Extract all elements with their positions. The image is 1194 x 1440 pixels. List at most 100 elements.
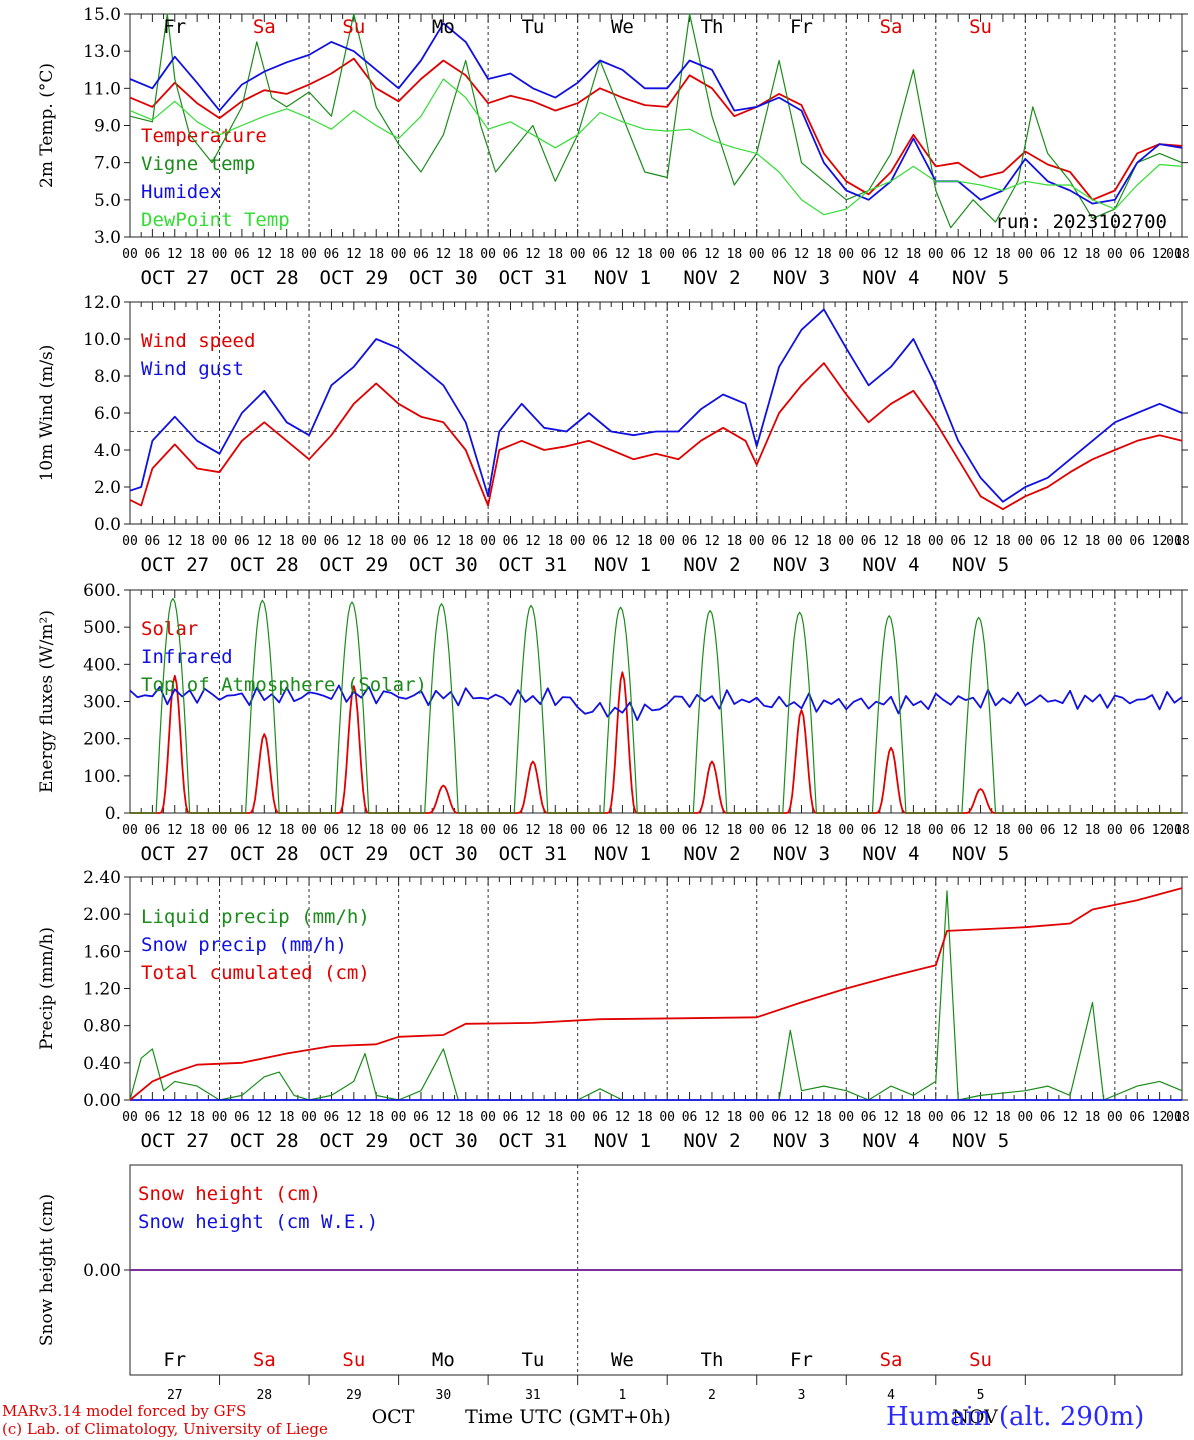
weekday-label: Tu [521,1349,544,1371]
date-label: NOV 3 [773,554,830,576]
hour-tick-label: 00 [928,534,944,549]
y-tick-label: 10.0 [83,330,121,350]
hour-tick-label: 12 [1062,1110,1078,1125]
hour-tick-label: 12 [256,823,272,838]
hour-tick-label: 06 [682,823,698,838]
hour-tick-label: 18 [279,247,295,262]
hour-tick-label: 18 [1085,823,1101,838]
date-label: OCT 29 [320,1130,389,1152]
hour-tick-label: 18 [727,534,743,549]
plot-frame [129,589,1183,814]
hour-tick-label: 00 [122,534,138,549]
day-number-label: 1 [619,1388,627,1403]
hour-tick-label: 18 [816,1110,832,1125]
hour-tick-label: 06 [145,1110,161,1125]
date-label: OCT 29 [320,267,389,289]
hour-tick-label: 00 [212,1110,228,1125]
hour-tick-label: 00 [659,823,675,838]
hour-tick-label: 12 [704,1110,720,1125]
hour-tick-label: 00 [1107,1110,1123,1125]
y-tick-label: 0.0 [94,515,121,535]
date-label: NOV 2 [683,843,740,865]
weekday-label: Tu [521,16,544,38]
date-label: NOV 5 [952,1130,1009,1152]
series-line-vigne-temp [129,13,1183,229]
hour-tick-label: 00 [391,247,407,262]
hour-tick-label: 00 [570,534,586,549]
hour-tick-label: 12 [436,247,452,262]
date-label: OCT 31 [499,554,568,576]
hour-tick-label: 18 [637,823,653,838]
hour-tick-label: 18 [637,1110,653,1125]
weekday-label: Th [701,1349,724,1371]
weekday-label: Su [969,1349,992,1371]
day-number-label: 29 [346,1388,362,1403]
hour-tick-label: 12 [525,823,541,838]
hour-tick-label: 06 [234,823,250,838]
hour-tick-label: 18 [995,247,1011,262]
hour-tick-label: 18 [547,247,563,262]
date-label: OCT 31 [499,267,568,289]
hour-tick-label: 00 [928,823,944,838]
hour-tick-label: 00 [749,1110,765,1125]
y-tick-label: 2.0 [94,478,121,498]
hour-tick-label: 00 [1017,534,1033,549]
hour-tick-label: 12 [167,247,183,262]
hour-tick-label: 12 [256,247,272,262]
hour-tick-label: 12 [346,534,362,549]
hour-tick-label: 06 [1040,247,1056,262]
hour-tick-label: 12 [436,823,452,838]
hour-tick-label: 12 [704,534,720,549]
series-line-total-cumulated-cm- [129,887,1183,1101]
hour-tick-label: 12 [1152,247,1168,262]
panel-2: 10m Wind (m/s) 0.0 2.0 4.0 6.0 8.0 10.0 12.0 00 0… [37,293,1190,576]
y-tick-label: 3.0 [94,228,121,248]
panel-4: Precip (mm/h) 0.00 0.40 0.80 1.20 1.60 2.00 2.4… [37,868,1190,1152]
y-tick-label: 1.60 [83,942,121,962]
hour-tick-label: 12 [346,247,362,262]
hour-tick-label: 00 [301,1110,317,1125]
date-label: NOV 5 [952,267,1009,289]
y-axis-label: 10m Wind (m/s) [37,345,57,482]
hour-tick-label: 00 [749,247,765,262]
y-axis-label: Snow height (cm) [37,1194,57,1346]
hour-tick-label: 12 [167,534,183,549]
hour-tick-label: 06 [592,1110,608,1125]
weekday-label: Su [969,16,992,38]
date-label: OCT 28 [230,554,299,576]
hour-tick-label: 06 [950,534,966,549]
hour-tick-label: 06 [503,1110,519,1125]
hour-tick-label: 00 [1107,247,1123,262]
weekday-label: Fr [163,1349,186,1371]
weekday-label: Su [342,16,365,38]
hour-tick-label: 12 [1152,1110,1168,1125]
date-label: OCT 28 [230,1130,299,1152]
y-tick-label: 0.80 [83,1017,121,1037]
date-label: NOV 1 [594,267,651,289]
hour-tick-label: 00 [1017,823,1033,838]
y-tick-label: 0.00 [83,1261,121,1281]
hour-tick-label: 18 [1085,247,1101,262]
legend-temperature: Temperature [141,125,267,147]
hour-tick-label: 12 [256,534,272,549]
hour-tick-label: 00 [122,247,138,262]
date-label: NOV 2 [683,554,740,576]
hour-tick-label: 00 [838,534,854,549]
y-tick-label: 11.0 [83,79,121,99]
hour-tick-label: 00 [1017,247,1033,262]
hour-tick-label: 06 [592,823,608,838]
date-label: OCT 30 [409,1130,478,1152]
hour-tick-label: 18 [1174,534,1190,549]
month-label: OCT [372,1406,415,1428]
hour-tick-label: 18 [906,534,922,549]
series-line-top-of-atmosphere-solar- [130,598,1182,814]
weekday-label: Su [342,1349,365,1371]
legend-snow-precip-mm-h-: Snow precip (mm/h) [141,934,347,956]
hour-tick-label: 06 [324,247,340,262]
hour-tick-label: 00 [749,534,765,549]
hour-tick-label: 12 [973,247,989,262]
hour-tick-label: 18 [727,823,743,838]
hour-tick-label: 18 [816,823,832,838]
hour-tick-label: 12 [1062,534,1078,549]
hour-tick-label: 18 [995,1110,1011,1125]
